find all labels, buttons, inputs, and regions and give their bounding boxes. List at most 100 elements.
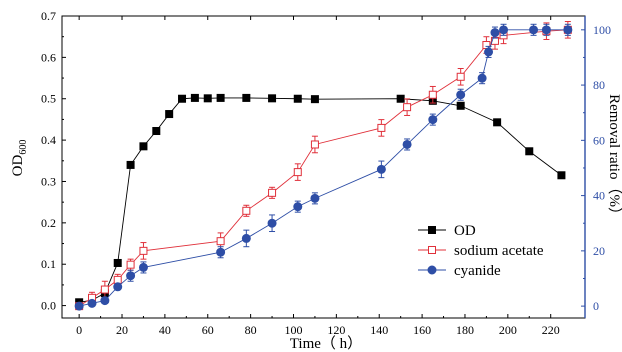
left-y-axis-label-subscript: 600 [18,140,29,155]
data-point-od [216,93,225,102]
x-axis-ticks: 0 20 40 60 80 100 120 140 160 180 200 220 [76,16,560,337]
right-y-tick-label: 80 [593,78,605,92]
data-point-od [557,171,566,180]
data-point-sodium-acetate [216,237,225,246]
data-point-cyanide [100,296,110,306]
data-point-od [113,258,122,267]
x-tick-label: 180 [456,323,474,337]
data-point-sodium-acetate [126,260,135,269]
right-y-tick-label: 0 [593,299,599,313]
data-point-cyanide [126,271,136,281]
data-point-od [525,147,534,156]
legend-label: cyanide [454,263,501,279]
data-point-cyanide [310,193,320,203]
data-point-sodium-acetate [310,140,319,149]
left-y-axis-label-main: OD [10,155,26,177]
x-tick-label: 100 [284,323,302,337]
plot-area [61,15,586,319]
x-tick-label: 0 [76,323,82,337]
x-tick-label: 40 [159,323,171,337]
data-point-cyanide [499,25,509,35]
data-point-sodium-acetate [456,72,465,81]
legend-item-sodium-acetate: sodium acetate [418,243,544,259]
legend-marker [428,226,436,234]
data-point-cyanide [267,218,277,228]
x-tick-label: 220 [542,323,560,337]
data-point-cyanide [456,90,466,100]
data-point-od [310,95,319,104]
data-point-sodium-acetate [428,90,437,99]
left-y-tick-label: 0.6 [41,50,56,64]
x-tick-label: 140 [370,323,388,337]
data-point-od [126,160,135,169]
data-point-od [493,118,502,127]
data-point-cyanide [477,73,487,83]
right-y-tick-label: 40 [593,189,605,203]
legend-item-od: OD [418,223,476,239]
legend-marker [427,265,437,275]
data-point-sodium-acetate [293,168,302,177]
data-point-cyanide [490,28,500,38]
data-point-od [268,94,277,103]
series-od [75,93,566,307]
left-y-tick-label: 0.1 [41,257,56,271]
left-y-tick-label: 0.5 [41,92,56,106]
left-y-tick-label: 0.4 [41,133,56,147]
x-tick-label: 160 [413,323,431,337]
x-axis-label: Time（ h） [290,335,362,352]
data-point-od [178,94,187,103]
data-point-cyanide [113,282,123,292]
data-point-sodium-acetate [100,285,109,294]
data-point-cyanide [216,247,226,257]
x-tick-label: 60 [202,323,214,337]
data-point-cyanide [484,47,494,57]
x-tick-label: 120 [327,323,345,337]
data-point-od [139,142,148,151]
right-y-axis-ticks: 0 20 40 60 80 100 [581,23,611,313]
data-point-cyanide [74,301,84,311]
left-y-tick-label: 0.3 [41,174,56,188]
data-point-cyanide [376,164,386,174]
legend-label: OD [454,223,476,239]
legend-marker [428,246,436,254]
legend-item-cyanide: cyanide [418,263,501,279]
x-tick-label: 200 [499,323,517,337]
data-point-od [203,94,212,103]
data-point-sodium-acetate [242,206,251,215]
x-tick-label: 20 [116,323,128,337]
data-point-od [242,93,251,102]
data-point-cyanide [541,25,551,35]
data-point-cyanide [529,25,539,35]
legend: OD sodium acetate cyanide [418,223,544,279]
data-point-sodium-acetate [139,246,148,255]
right-y-tick-label: 20 [593,244,605,258]
data-point-cyanide [563,25,573,35]
series-layer [74,21,573,311]
data-point-cyanide [138,262,148,272]
data-point-od [293,94,302,103]
x-tick-label: 80 [245,323,257,337]
data-point-cyanide [87,298,97,308]
right-y-tick-label: 60 [593,133,605,147]
series-line-cyanide [79,29,568,307]
data-point-cyanide [428,115,438,125]
left-y-tick-label: 0.0 [41,299,56,313]
right-y-axis-label: Removal ratio（%） [606,94,622,222]
data-point-od [190,93,199,102]
left-y-axis-ticks: 0.0 0.1 0.2 0.3 0.4 0.5 0.6 0.7 [41,9,66,313]
data-point-sodium-acetate [403,103,412,112]
right-y-tick-label: 100 [593,23,611,37]
plot-frame [61,15,586,319]
data-point-od [396,94,405,103]
data-point-od [456,101,465,110]
series-cyanide [74,23,573,311]
left-y-tick-label: 0.2 [41,216,56,230]
left-y-axis-label: OD600 [10,140,29,177]
legend-label: sodium acetate [454,243,544,259]
data-point-cyanide [293,202,303,212]
data-point-od [165,110,174,119]
data-point-sodium-acetate [268,188,277,197]
data-point-cyanide [241,233,251,243]
data-point-sodium-acetate [377,123,386,132]
